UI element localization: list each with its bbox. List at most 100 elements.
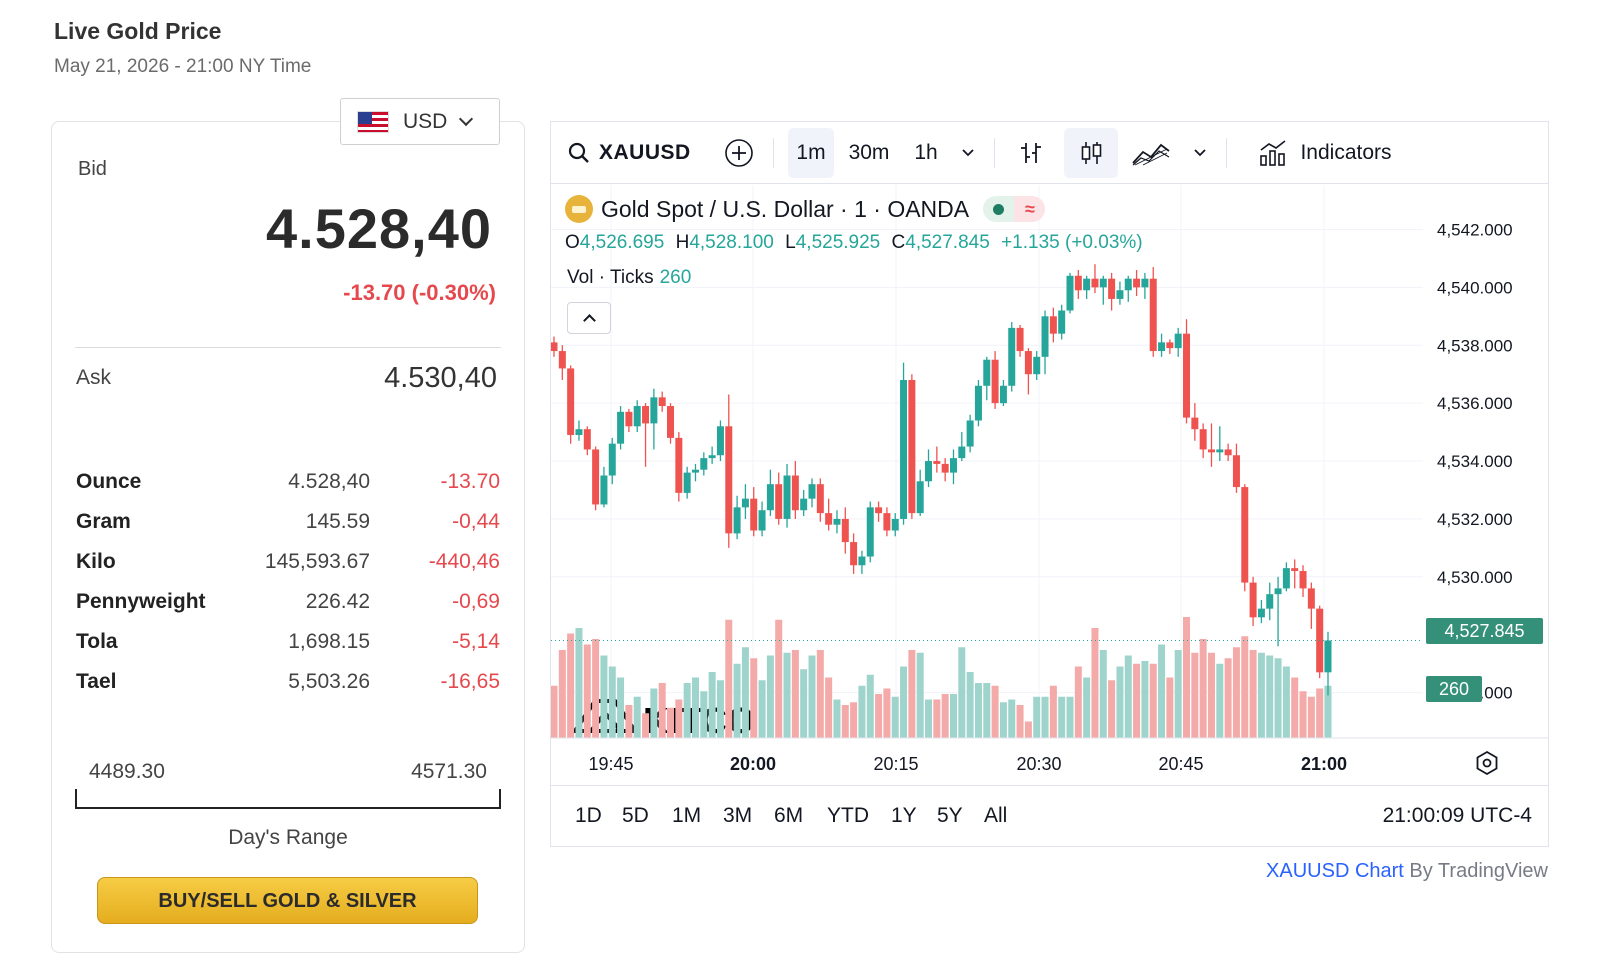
- candle-body: [925, 461, 933, 482]
- volume-bar: [1049, 685, 1057, 738]
- volume-bar: [1149, 663, 1157, 738]
- attribution-link[interactable]: XAUUSD Chart: [1266, 860, 1404, 882]
- page-subtitle: May 21, 2026 - 21:00 NY Time: [54, 56, 312, 77]
- range-5d[interactable]: 5D: [622, 804, 649, 827]
- candle-body: [642, 406, 650, 424]
- volume-bar: [551, 685, 558, 738]
- range-1m[interactable]: 1M: [672, 804, 702, 827]
- indicators-icon: [1260, 140, 1286, 166]
- candle-body: [617, 411, 625, 444]
- volume-bar: [766, 655, 774, 738]
- bars-style-button[interactable]: [1009, 128, 1053, 178]
- interval-1m[interactable]: 1m: [788, 128, 834, 178]
- candle-body: [650, 397, 658, 424]
- candle-body: [1149, 278, 1157, 352]
- candle-body: [808, 484, 816, 499]
- candle-body: [1008, 327, 1016, 386]
- interval-dropdown[interactable]: [953, 128, 983, 178]
- currency-label: USD: [403, 109, 448, 133]
- candle-body: [575, 429, 583, 435]
- range-ytd[interactable]: YTD: [827, 804, 869, 827]
- candlestick-icon: [1081, 142, 1102, 164]
- ask-label: Ask: [76, 366, 112, 389]
- candle-body: [983, 359, 991, 386]
- chart-type-dropdown[interactable]: [1185, 128, 1215, 178]
- y-axis-tick-label: 4,534.000: [1437, 452, 1513, 471]
- range-1d[interactable]: 1D: [575, 804, 602, 827]
- candle-body: [1141, 278, 1149, 288]
- currency-select[interactable]: USD: [340, 98, 500, 145]
- compare-button[interactable]: [719, 128, 759, 178]
- indicators-button[interactable]: Indicators: [1241, 128, 1409, 178]
- page-title: Live Gold Price: [54, 18, 222, 44]
- market-status-badge[interactable]: ≈: [983, 196, 1046, 222]
- bid-label: Bid: [78, 158, 107, 180]
- candle-body: [1224, 449, 1232, 456]
- volume-bar: [600, 655, 608, 738]
- candle-body: [991, 359, 999, 404]
- unit-row-kilo: Kilo 145,593.67 -440,46: [76, 542, 500, 582]
- candle-body: [592, 449, 600, 505]
- buy-sell-button[interactable]: BUY/SELL GOLD & SILVER: [97, 877, 478, 924]
- volume-bar: [966, 672, 974, 738]
- indicators-label: Indicators: [1300, 141, 1392, 164]
- bar-chart-style-icon: [1021, 143, 1041, 163]
- volume-bar: [1307, 696, 1315, 738]
- volume-bar: [1291, 677, 1299, 738]
- volume-bar: [1099, 650, 1107, 738]
- volume-bar: [1133, 663, 1141, 738]
- candle-body: [1324, 640, 1332, 673]
- volume-bar: [1124, 655, 1132, 738]
- symbol-search[interactable]: XAUUSD: [563, 128, 693, 178]
- last-volume-tag: 260: [1426, 676, 1482, 702]
- search-icon: [568, 142, 589, 163]
- range-3m[interactable]: 3M: [723, 804, 753, 827]
- candle-body: [966, 420, 974, 447]
- add-circle-icon: [725, 139, 753, 167]
- candle-body: [1158, 342, 1166, 352]
- candle-body: [1166, 342, 1174, 349]
- candle-body: [1232, 455, 1240, 488]
- candle-body: [1307, 588, 1315, 609]
- volume-bar: [800, 669, 808, 738]
- volume-bar: [691, 677, 699, 738]
- candle-body: [750, 498, 758, 531]
- volume-bar: [1199, 639, 1207, 738]
- candle-body: [758, 510, 766, 531]
- range-5y[interactable]: 5Y: [937, 804, 963, 827]
- settings-icon[interactable]: [1474, 750, 1500, 776]
- range-all[interactable]: All: [984, 804, 1008, 827]
- volume-value: 260: [659, 267, 692, 288]
- unit-change: -0,44: [452, 510, 500, 533]
- low-label: L: [785, 232, 796, 253]
- candle-body: [825, 513, 833, 525]
- collapse-legend-button[interactable]: [567, 302, 611, 334]
- volume-bar: [1224, 658, 1232, 738]
- range-1y[interactable]: 1Y: [891, 804, 917, 827]
- candle-body: [1108, 278, 1116, 299]
- volume-bar: [1316, 688, 1324, 738]
- interval-30m[interactable]: 30m: [848, 141, 890, 164]
- range-6m[interactable]: 6M: [774, 804, 804, 827]
- candle-body: [725, 426, 733, 534]
- candle-body: [816, 484, 824, 514]
- x-axis-tick-label: 20:00: [730, 754, 776, 774]
- volume-bar: [1158, 644, 1166, 738]
- candle-body: [658, 397, 666, 407]
- candles-style-button[interactable]: [1064, 128, 1118, 178]
- date-range-bar: 1D 5D 1M 3M 6M YTD 1Y 5Y All 21:00:09 UT…: [551, 785, 1548, 847]
- price-chart[interactable]: KITCO4,542.0004,540.0004,538.0004,536.00…: [551, 185, 1548, 785]
- volume-bar: [608, 666, 616, 738]
- volume-bar: [908, 650, 916, 738]
- high-value: 4,528.100: [689, 232, 774, 253]
- area-style-button[interactable]: [1128, 128, 1174, 178]
- volume-bar: [866, 674, 874, 738]
- candle-body: [1282, 568, 1290, 589]
- open-label: O: [565, 232, 580, 253]
- interval-1h[interactable]: 1h: [914, 141, 938, 164]
- candle-body: [783, 475, 791, 519]
- candle-body: [958, 446, 966, 459]
- volume-bar: [583, 644, 591, 738]
- volume-bar: [1183, 617, 1191, 738]
- ask-price: 4.530,40: [384, 362, 497, 394]
